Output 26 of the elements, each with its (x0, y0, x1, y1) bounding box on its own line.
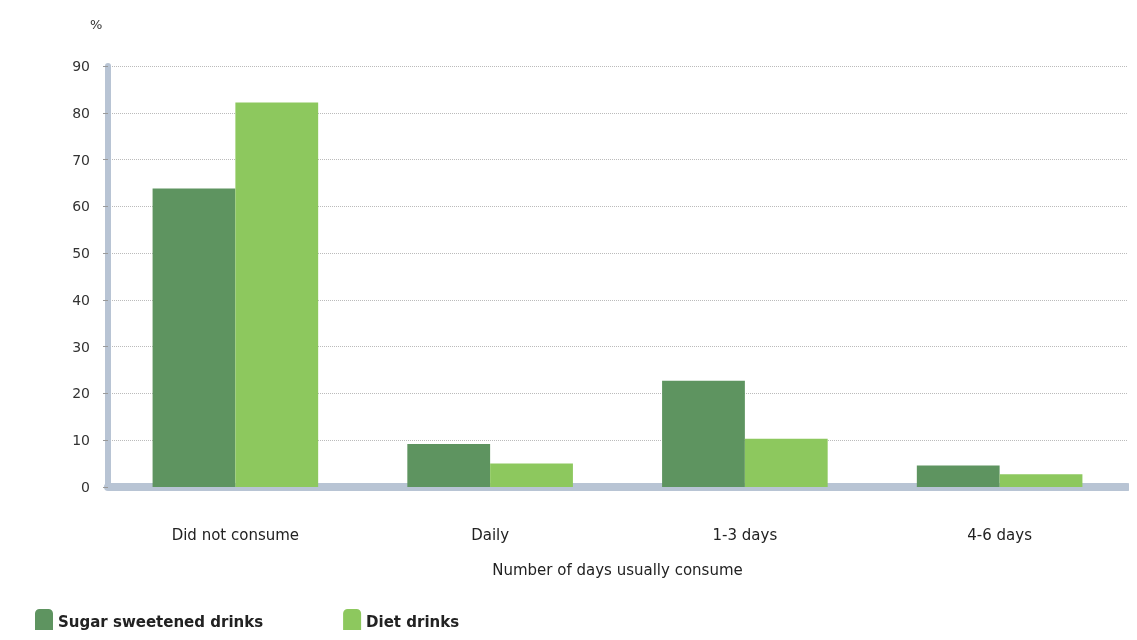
x-axis-title: Number of days usually consume (492, 560, 743, 579)
y-tick-label: 20 (72, 385, 90, 402)
legend-label: Sugar sweetened drinks (58, 613, 264, 631)
x-tick-label: 1-3 days (712, 525, 778, 544)
bar (490, 463, 573, 487)
y-tick-label: 80 (72, 104, 90, 121)
x-tick-label: Did not consume (171, 525, 300, 544)
bar (999, 474, 1083, 487)
bar (235, 102, 319, 487)
y-tick-label: 40 (72, 291, 90, 308)
y-tick-label: 30 (72, 338, 90, 355)
bar (407, 443, 491, 487)
y-tick-label: 10 (72, 432, 90, 449)
bar (916, 465, 1000, 487)
y-tick-label: 60 (72, 198, 90, 215)
x-tick-label: Daily (471, 525, 510, 544)
bar (152, 188, 236, 487)
legend-label: Diet drinks (366, 613, 460, 631)
bar (744, 438, 828, 487)
y-tick-label: 70 (72, 151, 90, 168)
y-tick-label: 90 (72, 58, 90, 74)
x-tick-label: 4-6 days (967, 525, 1033, 544)
y-tick-label: 50 (72, 245, 90, 262)
bar (662, 380, 745, 487)
y-tick-label: 0 (81, 479, 90, 495)
y-axis-title: % (90, 17, 103, 32)
